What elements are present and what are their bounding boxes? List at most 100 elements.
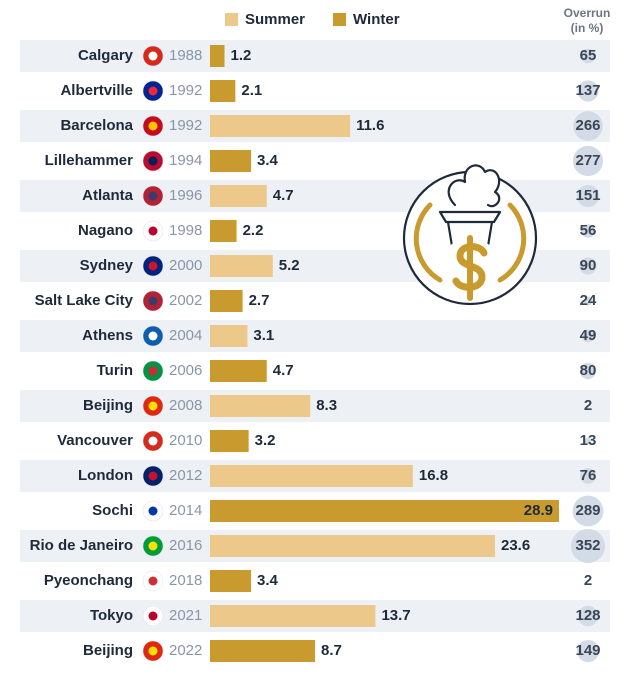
category-label: Calgary (78, 47, 134, 64)
overrun-bubble (586, 404, 590, 408)
year-label: 2022 (169, 642, 202, 659)
category-label: Athens (82, 327, 133, 344)
bar (210, 290, 243, 312)
overrun-title: (in %) (571, 21, 604, 35)
flag (148, 331, 158, 341)
legend-swatch (225, 13, 238, 26)
flag (148, 86, 158, 96)
flag (148, 261, 158, 271)
bar (210, 640, 316, 662)
value-label: 16.8 (419, 467, 448, 484)
flag (148, 51, 158, 61)
value-label: 3.1 (253, 327, 274, 344)
year-label: 1988 (169, 47, 202, 64)
overrun-bubble (576, 184, 600, 208)
overrun-label: 24 (580, 292, 597, 309)
overrun-label: 128 (575, 607, 600, 624)
flag (148, 366, 158, 376)
year-label: 1994 (169, 152, 202, 169)
overrun-bubble (572, 495, 604, 527)
year-label: 2006 (169, 362, 202, 379)
category-label: Pyeonchang (44, 572, 133, 589)
value-label: 3.4 (257, 152, 279, 169)
overrun-label: 266 (575, 117, 600, 134)
row-band (20, 390, 610, 422)
overrun-label: 56 (580, 222, 597, 239)
overrun-bubble (577, 605, 599, 627)
legend-swatch (333, 13, 346, 26)
year-label: 1992 (169, 82, 202, 99)
legend-label: Summer (245, 11, 305, 28)
overrun-label: 151 (575, 187, 600, 204)
bar (210, 360, 267, 382)
overrun-title: Overrun (564, 6, 611, 20)
value-label: 3.4 (257, 572, 279, 589)
bar (210, 605, 376, 627)
year-label: 2012 (169, 467, 202, 484)
bar (210, 325, 248, 347)
overrun-bubble (580, 48, 596, 64)
overrun-bubble (586, 579, 590, 583)
value-label: 3.2 (255, 432, 276, 449)
category-label: Atlanta (82, 187, 133, 204)
overrun-label: 90 (580, 257, 597, 274)
category-label: Sochi (92, 502, 133, 519)
overrun-bubble (572, 145, 604, 177)
bar (210, 500, 559, 522)
flag (148, 611, 158, 621)
torch-icon (402, 164, 538, 306)
year-label: 1998 (169, 222, 202, 239)
flag (148, 296, 158, 306)
flag (148, 401, 158, 411)
overrun-label: 49 (580, 327, 597, 344)
overrun-bubble (576, 639, 600, 663)
overrun-label: 80 (580, 362, 597, 379)
value-label: 13.7 (381, 607, 410, 624)
overrun-label: 2 (584, 572, 592, 589)
overrun-bubble (579, 362, 597, 380)
overrun-label: 65 (580, 47, 597, 64)
year-label: 2004 (169, 327, 202, 344)
overrun-bubble (584, 437, 592, 445)
value-label: 5.2 (279, 257, 300, 274)
value-label: 4.7 (273, 187, 294, 204)
bar (210, 570, 252, 592)
overrun-label: 76 (580, 467, 597, 484)
overrun-label: 289 (575, 502, 600, 519)
bar (210, 185, 267, 207)
year-label: 2021 (169, 607, 202, 624)
year-label: 2016 (169, 537, 202, 554)
year-label: 1992 (169, 117, 202, 134)
category-label: Beijing (83, 642, 133, 659)
value-label: 4.7 (273, 362, 294, 379)
overrun-bubble (581, 329, 595, 343)
overrun-label: 137 (575, 82, 600, 99)
category-label: Rio de Janeiro (30, 537, 133, 554)
year-label: 2008 (169, 397, 202, 414)
year-label: 1996 (169, 187, 202, 204)
year-label: 2014 (169, 502, 202, 519)
bar (210, 535, 495, 557)
value-label: 2.2 (243, 222, 264, 239)
category-label: Salt Lake City (35, 292, 134, 309)
overrun-label: 149 (575, 642, 600, 659)
category-label: Beijing (83, 397, 133, 414)
category-label: Turin (97, 362, 133, 379)
overrun-bubble (579, 257, 597, 275)
value-label: 28.9 (524, 502, 553, 519)
bar (210, 45, 225, 67)
bar (210, 115, 351, 137)
flag (148, 576, 158, 586)
bar (210, 150, 252, 172)
bar (210, 395, 311, 417)
overrun-bubble (571, 529, 605, 563)
year-label: 2002 (169, 292, 202, 309)
value-label: 2.7 (249, 292, 270, 309)
year-label: 2018 (169, 572, 202, 589)
year-label: 2010 (169, 432, 202, 449)
flag (148, 471, 158, 481)
overrun-bubble (577, 80, 599, 102)
overrun-label: 13 (580, 432, 597, 449)
row-band (20, 40, 610, 72)
bar (210, 430, 249, 452)
